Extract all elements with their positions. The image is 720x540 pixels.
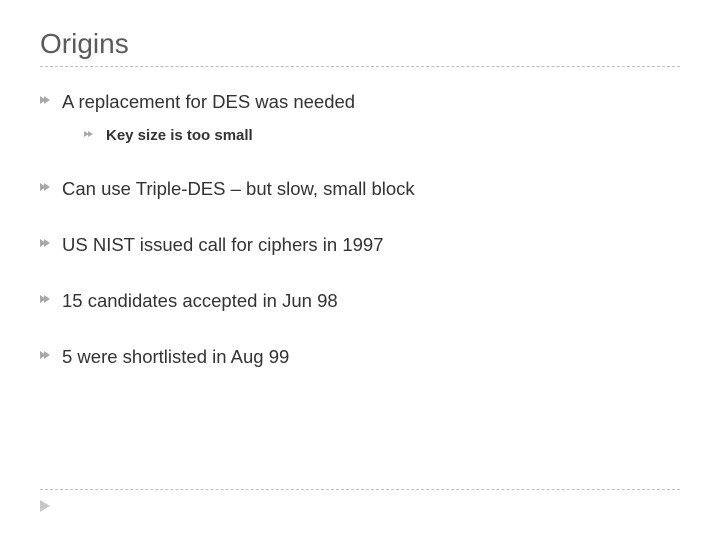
list-item: US NIST issued call for ciphers in 1997 [40,234,680,256]
list-item: 15 candidates accepted in Jun 98 [40,290,680,312]
list-item: A replacement for DES was needed Key siz… [40,91,680,144]
slide-title: Origins [40,28,680,60]
list-item-text: US NIST issued call for ciphers in 1997 [62,234,384,255]
list-subitem-text: Key size is too small [106,127,253,144]
list-item-text: 5 were shortlisted in Aug 99 [62,346,289,367]
list-item-text: A replacement for DES was needed [62,91,355,112]
list-item-text: 15 candidates accepted in Jun 98 [62,290,338,311]
list-item: Can use Triple-DES – but slow, small blo… [40,178,680,200]
footer-divider [40,489,680,490]
footer-arrow-icon [40,500,50,512]
bullet-list: A replacement for DES was needed Key siz… [40,91,680,368]
list-item-text: Can use Triple-DES – but slow, small blo… [62,178,415,199]
list-item: 5 were shortlisted in Aug 99 [40,346,680,368]
list-subitem: Key size is too small [84,127,680,144]
title-divider [40,66,680,67]
